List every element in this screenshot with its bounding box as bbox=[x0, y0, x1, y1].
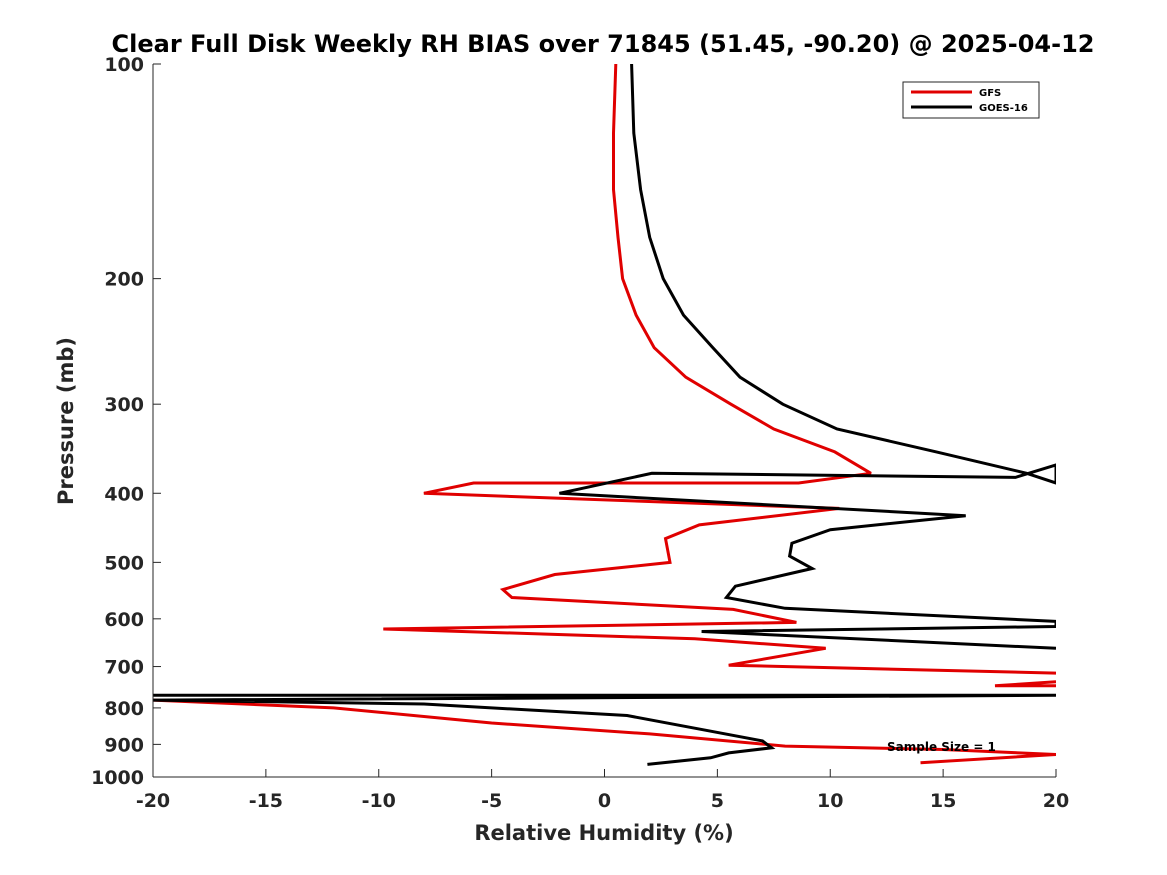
x-tick-label: -5 bbox=[481, 790, 502, 812]
x-ticks: -20 -15 -10 -5 0 5 10 15 20 bbox=[136, 769, 1069, 812]
y-tick-label: 900 bbox=[104, 734, 144, 756]
y-axis-label: Pressure (mb) bbox=[54, 337, 78, 505]
x-tick-label: -20 bbox=[136, 790, 170, 812]
series-line-goes-16 bbox=[153, 693, 1056, 766]
legend-label: GFS bbox=[979, 88, 1001, 99]
legend-label: GOES-16 bbox=[979, 103, 1028, 114]
series-line-gfs bbox=[994, 680, 1056, 688]
x-tick-label: 15 bbox=[930, 790, 956, 812]
series-line-gfs bbox=[383, 64, 1056, 675]
x-tick-label: -15 bbox=[249, 790, 283, 812]
x-tick-label: 5 bbox=[711, 790, 724, 812]
y-tick-label: 1000 bbox=[91, 767, 144, 789]
plot-area bbox=[153, 64, 1056, 777]
legend: GFS GOES-16 bbox=[902, 81, 1040, 119]
sample-size-annotation: Sample Size = 1 bbox=[887, 740, 996, 754]
legend-box bbox=[902, 81, 1040, 119]
series-line-gfs bbox=[153, 698, 1056, 765]
y-tick-label: 800 bbox=[104, 698, 144, 720]
y-tick-label: 700 bbox=[104, 657, 144, 679]
y-tick-label: 500 bbox=[104, 552, 144, 574]
x-tick-label: 10 bbox=[817, 790, 843, 812]
y-tick-label: 400 bbox=[104, 483, 144, 505]
chart-title: Clear Full Disk Weekly RH BIAS over 7184… bbox=[112, 30, 1095, 58]
y-tick-label: 300 bbox=[104, 394, 144, 416]
plot-background bbox=[153, 64, 1056, 777]
y-tick-label: 100 bbox=[104, 54, 144, 76]
series-line-goes-16 bbox=[559, 64, 1056, 650]
y-tick-label: 600 bbox=[104, 609, 144, 631]
x-axis-label: Relative Humidity (%) bbox=[474, 821, 733, 845]
x-tick-label: 0 bbox=[598, 790, 611, 812]
y-tick-label: 200 bbox=[104, 269, 144, 291]
x-tick-label: -10 bbox=[362, 790, 396, 812]
x-tick-label: 20 bbox=[1043, 790, 1069, 812]
series-layer bbox=[153, 64, 1056, 766]
y-ticks: 100 200 300 400 500 600 700 800 900 1000 bbox=[91, 54, 161, 789]
